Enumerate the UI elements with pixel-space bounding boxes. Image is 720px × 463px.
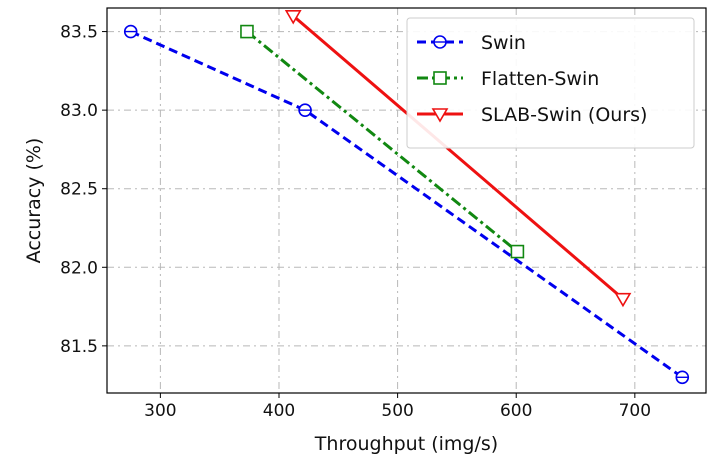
data-point-marker [675, 370, 690, 385]
y-tick-label: 82.0 [60, 258, 98, 278]
x-tick-label: 700 [619, 401, 651, 421]
series-line [130, 30, 684, 379]
tick-layer: 300 400 500 600 700 81.5 82.0 82.5 83.0 83.5 [60, 23, 651, 421]
legend: Swin Flatten-Swin SLAB-Swin (Ours) [406, 17, 695, 149]
legend-label: Swin [481, 32, 526, 54]
x-axis-label: Throughput (img/s) [314, 433, 498, 455]
y-axis-label: Accuracy (%) [23, 138, 45, 264]
y-tick-label: 83.5 [60, 23, 98, 43]
legend-item: Swin [417, 32, 526, 54]
y-tick-label: 83.0 [60, 101, 98, 121]
x-tick-label: 300 [144, 401, 176, 421]
legend-marker [431, 108, 449, 123]
x-tick-label: 500 [381, 401, 413, 421]
x-tick-label: 400 [263, 401, 295, 421]
y-tick-label: 81.5 [60, 337, 98, 357]
series-2 [284, 10, 632, 308]
data-point-marker [123, 24, 138, 39]
legend-marker [433, 35, 447, 49]
data-point-marker [510, 244, 525, 259]
legend-marker [433, 71, 447, 85]
legend-label: SLAB-Swin (Ours) [481, 104, 647, 126]
legend-box [406, 17, 695, 149]
series-line [292, 14, 624, 300]
series-1 [240, 24, 525, 259]
series-layer [123, 10, 690, 385]
legend-label: Flatten-Swin [481, 68, 599, 90]
data-point-marker [298, 103, 312, 117]
legend-item: Flatten-Swin [417, 68, 599, 90]
axes-frame [106, 7, 707, 394]
y-tick-label: 82.5 [60, 180, 98, 200]
data-point-marker [240, 24, 254, 39]
series-line [246, 30, 519, 253]
x-tick-label: 600 [500, 401, 532, 421]
series-0 [123, 24, 690, 385]
data-point-marker [614, 292, 632, 308]
legend-item: SLAB-Swin (Ours) [417, 104, 647, 126]
data-point-marker [284, 10, 302, 25]
